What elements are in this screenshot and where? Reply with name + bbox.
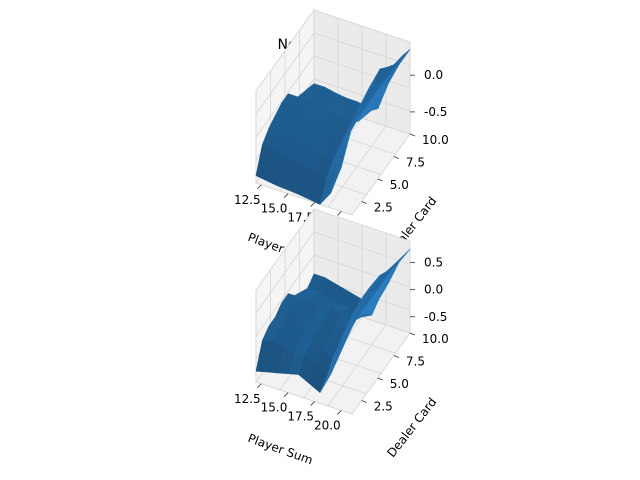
grid-line — [255, 32, 315, 115]
y-tick-label: 5.0 — [390, 377, 409, 391]
chart-usable-ace: Usable Ace 12.515.017.520.02.55.07.510.0… — [234, 207, 449, 467]
grid-line — [313, 208, 411, 242]
y-tick-label: 10.0 — [422, 133, 449, 147]
y-tick-mark — [377, 377, 383, 381]
grid-line — [255, 208, 315, 291]
z-tick-label: 0.5 — [424, 256, 443, 270]
grid-line — [313, 9, 411, 43]
x-tick-mark — [257, 184, 262, 190]
x-tick-label: 15.0 — [261, 202, 288, 216]
x-tick-mark — [257, 383, 262, 389]
surface-patch — [340, 315, 359, 352]
grid-line — [327, 324, 387, 407]
grid-line — [255, 254, 315, 337]
y-tick-mark — [393, 355, 400, 358]
surface — [255, 49, 411, 205]
x-tick-label: 15.0 — [261, 401, 288, 415]
x-tick-mark — [337, 211, 342, 216]
ticks: 12.515.017.520.0 2.5 5.0 7.5 10.0 0.5 0.0 -0.5 — [234, 256, 449, 433]
y-tick-label: 10.0 — [422, 332, 449, 346]
y-tick-mark — [361, 201, 367, 204]
y-tick-mark — [393, 156, 400, 159]
y-tick-label: 2.5 — [374, 201, 393, 215]
y-tick-mark — [377, 178, 383, 182]
surface-patch — [340, 117, 359, 168]
z-tick-label: -0.5 — [424, 105, 447, 119]
x-tick-mark — [283, 392, 289, 397]
y-tick-mark — [409, 332, 416, 336]
grid-line — [327, 125, 387, 208]
x-tick-label: 17.5 — [287, 410, 314, 424]
grid-line — [255, 9, 315, 92]
x-tick-label: 12.5 — [234, 193, 261, 207]
x-tick-mark — [310, 202, 315, 207]
grid-line — [313, 32, 411, 66]
grid-line — [313, 231, 411, 265]
y-tick-label: 7.5 — [406, 156, 425, 170]
y-tick-mark — [409, 133, 416, 137]
y-tick-label: 2.5 — [374, 400, 393, 414]
x-tick-label: 20.0 — [314, 418, 341, 432]
grid-line — [255, 55, 315, 138]
x-axis-label: Player Sum — [246, 431, 315, 467]
x-tick-mark — [310, 401, 315, 406]
y-tick-mark — [361, 400, 367, 403]
grid-line — [255, 231, 315, 314]
z-tick-label: -0.5 — [424, 310, 447, 324]
z-tick-label: 0.0 — [424, 68, 443, 82]
x-tick-mark — [337, 410, 342, 415]
x-tick-label: 12.5 — [234, 392, 261, 406]
y-tick-label: 5.0 — [390, 178, 409, 192]
z-tick-label: 0.0 — [424, 283, 443, 297]
grid-line — [313, 55, 411, 89]
grid-line — [313, 254, 411, 288]
surface — [255, 248, 411, 393]
y-tick-label: 7.5 — [406, 355, 425, 369]
x-tick-mark — [283, 193, 289, 198]
